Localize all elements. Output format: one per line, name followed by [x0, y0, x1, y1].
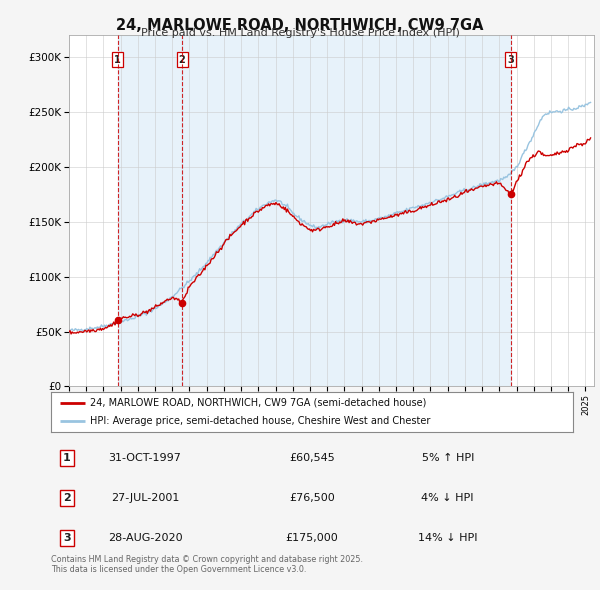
Text: 31-OCT-1997: 31-OCT-1997: [109, 453, 181, 463]
Text: 1: 1: [63, 453, 71, 463]
Text: 24, MARLOWE ROAD, NORTHWICH, CW9 7GA: 24, MARLOWE ROAD, NORTHWICH, CW9 7GA: [116, 18, 484, 32]
Text: 4% ↓ HPI: 4% ↓ HPI: [421, 493, 474, 503]
Text: 28-AUG-2020: 28-AUG-2020: [107, 533, 182, 543]
Text: 24, MARLOWE ROAD, NORTHWICH, CW9 7GA (semi-detached house): 24, MARLOWE ROAD, NORTHWICH, CW9 7GA (se…: [90, 398, 427, 408]
Text: 3: 3: [508, 54, 514, 64]
Text: 2: 2: [63, 493, 71, 503]
Text: £175,000: £175,000: [286, 533, 338, 543]
Text: £60,545: £60,545: [289, 453, 335, 463]
Text: 2: 2: [179, 54, 185, 64]
Text: Contains HM Land Registry data © Crown copyright and database right 2025.: Contains HM Land Registry data © Crown c…: [51, 555, 363, 563]
Text: Price paid vs. HM Land Registry's House Price Index (HPI): Price paid vs. HM Land Registry's House …: [140, 28, 460, 38]
Text: 5% ↑ HPI: 5% ↑ HPI: [422, 453, 474, 463]
Bar: [182, 35, 511, 386]
Text: 27-JUL-2001: 27-JUL-2001: [111, 493, 179, 503]
Text: 1: 1: [115, 54, 121, 64]
Text: 3: 3: [63, 533, 70, 543]
Text: 14% ↓ HPI: 14% ↓ HPI: [418, 533, 478, 543]
Text: £76,500: £76,500: [289, 493, 335, 503]
Text: HPI: Average price, semi-detached house, Cheshire West and Chester: HPI: Average price, semi-detached house,…: [90, 416, 431, 426]
Bar: [118, 35, 182, 386]
Text: This data is licensed under the Open Government Licence v3.0.: This data is licensed under the Open Gov…: [51, 565, 307, 573]
